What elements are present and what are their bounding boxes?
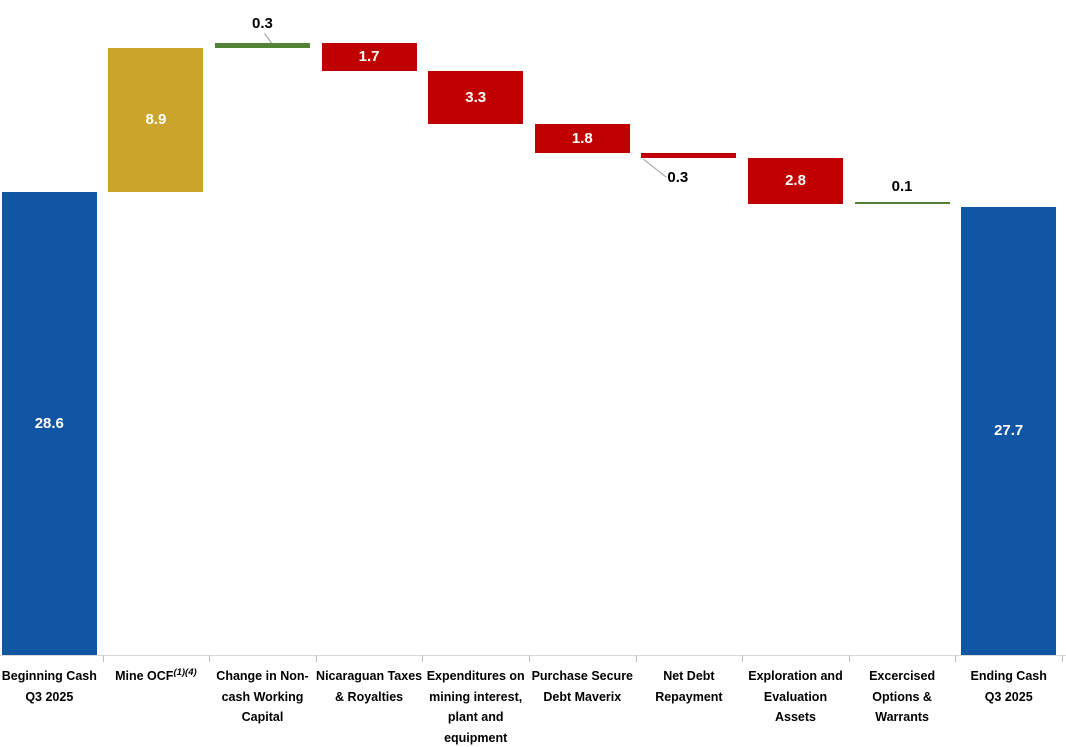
category-label-nicaraguan-taxes: Nicaraguan Taxes & Royalties xyxy=(316,669,423,704)
value-label-nicaraguan-taxes: 1.7 xyxy=(358,48,380,66)
value-label-net-debt: 0.3 xyxy=(667,169,689,187)
x-axis-tick xyxy=(315,655,317,662)
bar-net-debt xyxy=(641,153,737,159)
bar-exploration-and xyxy=(748,158,843,204)
bar-purchase-secure xyxy=(534,124,630,154)
x-axis-tick xyxy=(635,655,637,662)
bar-excercised xyxy=(854,201,950,204)
value-label-ending-cash: 27.7 xyxy=(994,421,1024,439)
x-axis-tick xyxy=(529,655,530,662)
value-label-beginning-cash: 28.6 xyxy=(34,414,64,432)
x-axis-tick xyxy=(955,655,957,662)
category-label-ending-cash: Ending Cash Q3 2025 xyxy=(970,669,1047,704)
value-label-expenditures-on: 3.3 xyxy=(465,88,487,106)
x-axis-tick xyxy=(1062,655,1063,662)
bar-change-in-non xyxy=(215,43,310,49)
bar-ending-cash xyxy=(961,206,1057,655)
x-axis-line xyxy=(0,655,1066,656)
category-label-expenditures-on: Expenditures on mining interest, plant a… xyxy=(426,669,525,745)
x-axis-tick xyxy=(422,655,424,662)
category-label-net-debt: Net Debt Repayment xyxy=(655,669,723,704)
value-label-mine-ocf: 8.9 xyxy=(145,111,167,129)
value-label-change-in-non: 0.3 xyxy=(252,15,273,33)
bar-mine-ocf xyxy=(108,48,204,193)
bar-beginning-cash xyxy=(1,192,97,655)
x-axis-tick xyxy=(742,655,744,662)
category-label-purchase-secure: Purchase Secure Debt Maverix xyxy=(531,669,634,704)
bar-expenditures-on xyxy=(428,70,524,125)
category-label-superscript: (1)(4) xyxy=(173,666,197,678)
value-label-excercised: 0.1 xyxy=(891,177,913,195)
category-label-excercised: Excercised Options & Warrants xyxy=(869,669,936,724)
bar-nicaraguan-taxes xyxy=(321,43,417,71)
value-label-exploration-and: 2.8 xyxy=(785,171,806,189)
x-axis-tick xyxy=(209,655,211,662)
category-label-exploration-and: Exploration and Evaluation Assets xyxy=(748,669,843,724)
category-label-mine-ocf: Mine OCF(1)(4) xyxy=(115,666,197,683)
x-axis-tick xyxy=(102,655,104,662)
leader-line xyxy=(643,158,667,178)
value-label-purchase-secure: 1.8 xyxy=(571,129,593,147)
category-label-beginning-cash: Beginning Cash Q3 2025 xyxy=(1,669,97,704)
x-axis-tick xyxy=(848,655,850,662)
category-label-change-in-non: Change in Non- cash Working Capital xyxy=(216,669,309,724)
